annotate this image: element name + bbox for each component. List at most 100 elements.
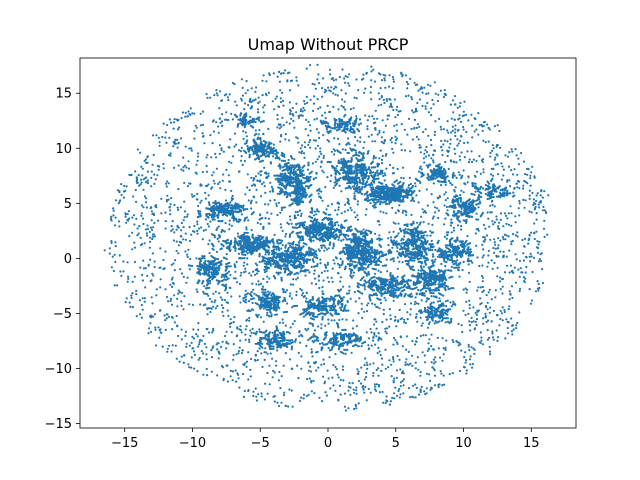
scatter-point [503, 310, 506, 314]
scatter-point [481, 276, 485, 279]
scatter-point [135, 217, 138, 220]
scatter-point [469, 329, 472, 332]
scatter-point [396, 394, 399, 397]
scatter-point [202, 134, 205, 138]
scatter-point [267, 217, 270, 220]
scatter-point [272, 143, 275, 146]
scatter-point [385, 152, 388, 156]
scatter-point [222, 173, 225, 176]
scatter-point [464, 361, 467, 364]
scatter-point [540, 189, 543, 192]
scatter-point [289, 154, 293, 158]
scatter-point [503, 212, 507, 215]
scatter-point [318, 136, 321, 140]
scatter-point [446, 197, 449, 200]
scatter-point [528, 234, 531, 237]
scatter-point [535, 230, 538, 233]
scatter-point [207, 183, 210, 186]
scatter-point [196, 232, 199, 235]
scatter-point [309, 365, 312, 368]
scatter-point [360, 302, 363, 305]
scatter-point [277, 379, 280, 382]
scatter-point [412, 111, 415, 114]
scatter-point [429, 234, 432, 237]
scatter-point [396, 267, 399, 270]
scatter-point [186, 213, 189, 216]
scatter-point [377, 367, 380, 370]
scatter-point [371, 115, 374, 118]
scatter-point [442, 347, 445, 350]
scatter-point [253, 183, 256, 186]
scatter-point [419, 165, 422, 168]
scatter-point [492, 147, 495, 150]
scatter-point [330, 203, 334, 206]
scatter-point [258, 260, 261, 264]
scatter-point [224, 283, 228, 286]
scatter-point [458, 105, 461, 108]
scatter-point [140, 212, 143, 215]
scatter-point [431, 98, 434, 102]
scatter-point [482, 171, 485, 174]
scatter-point [256, 108, 260, 111]
scatter-point [486, 328, 489, 332]
scatter-point [346, 151, 349, 154]
scatter-point [247, 219, 250, 222]
scatter-point [308, 246, 311, 249]
scatter-point [342, 296, 345, 299]
scatter-point [173, 140, 176, 143]
scatter-point [259, 222, 262, 226]
scatter-point [133, 260, 137, 264]
scatter-point [444, 199, 447, 202]
scatter-point [342, 238, 345, 241]
scatter-point [489, 238, 492, 241]
scatter-point [327, 322, 330, 325]
scatter-point [124, 213, 127, 216]
scatter-point [305, 344, 308, 348]
scatter-point [385, 98, 388, 101]
scatter-point [389, 102, 392, 105]
scatter-point [418, 125, 421, 128]
scatter-point [492, 338, 495, 341]
scatter-point [360, 165, 363, 168]
scatter-point [185, 342, 188, 345]
scatter-point [445, 305, 448, 308]
scatter-point [428, 321, 431, 324]
scatter-point [152, 153, 155, 157]
scatter-point [385, 193, 388, 196]
scatter-point [318, 396, 321, 399]
scatter-point [347, 407, 350, 410]
scatter-point [422, 130, 425, 134]
scatter-point [152, 226, 155, 229]
scatter-point [534, 290, 538, 293]
scatter-point [260, 392, 263, 395]
scatter-point [456, 138, 459, 141]
scatter-point [343, 100, 346, 103]
scatter-point [244, 328, 247, 331]
scatter-point [533, 237, 536, 241]
scatter-point [180, 300, 183, 303]
scatter-point [347, 159, 350, 162]
scatter-point [255, 86, 258, 89]
scatter-point [199, 112, 202, 115]
scatter-point [298, 331, 301, 334]
scatter-point [292, 168, 295, 171]
scatter-point [401, 261, 404, 264]
scatter-point [387, 244, 390, 247]
scatter-point [529, 302, 533, 305]
scatter-point [471, 366, 474, 369]
scatter-point [297, 141, 300, 144]
scatter-point [372, 362, 375, 365]
scatter-point [401, 345, 404, 348]
scatter-point [337, 206, 340, 209]
scatter-point [170, 350, 173, 353]
scatter-point [179, 206, 182, 209]
scatter-point [419, 390, 422, 394]
scatter-point [218, 292, 221, 295]
scatter-point [206, 374, 209, 377]
scatter-point [374, 121, 377, 124]
scatter-point [367, 135, 370, 138]
scatter-point [283, 206, 286, 209]
scatter-point [194, 124, 197, 127]
scatter-point [180, 304, 183, 307]
scatter-point [467, 312, 470, 315]
